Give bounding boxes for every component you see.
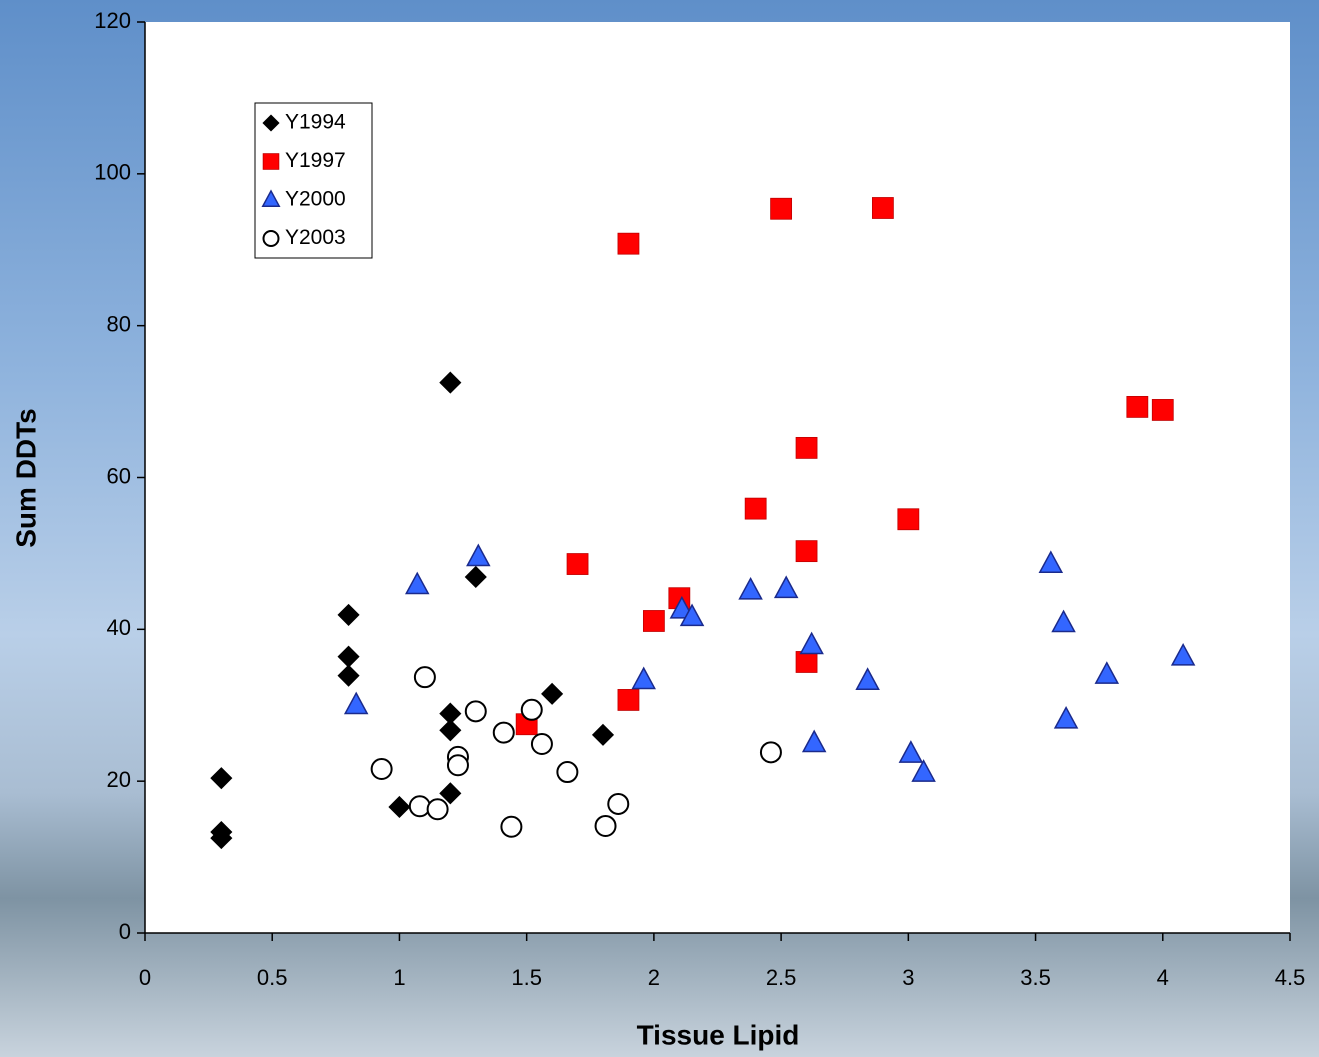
point	[337, 664, 360, 687]
point	[343, 691, 369, 715]
legend: Y1994 Y1997 Y2000 Y2003	[254, 102, 373, 259]
x-tick-label: 2.5	[766, 965, 797, 990]
series	[370, 666, 782, 838]
point	[556, 761, 579, 784]
legend-label: Y2003	[285, 226, 346, 249]
point	[799, 631, 824, 655]
point	[795, 651, 818, 673]
point	[770, 197, 793, 220]
x-tick-label: 2	[648, 965, 660, 990]
point	[210, 827, 233, 850]
point	[1151, 399, 1174, 421]
point	[337, 603, 360, 626]
point	[591, 723, 615, 746]
point	[773, 575, 799, 599]
point	[566, 553, 589, 575]
x-tick-label: 1	[393, 965, 405, 990]
x-tick-label: 0	[139, 965, 151, 990]
legend-marker	[262, 114, 280, 132]
point	[1051, 609, 1076, 633]
point	[404, 571, 430, 595]
legend-marker	[262, 230, 280, 247]
point	[408, 795, 431, 818]
legend-marker	[262, 153, 280, 170]
x-tick-label: 4.5	[1275, 965, 1306, 990]
point	[210, 767, 233, 790]
point	[631, 666, 656, 690]
point	[617, 689, 640, 711]
x-tick-label: 3.5	[1020, 965, 1051, 990]
y-tick-label: 100	[94, 160, 131, 185]
point	[738, 576, 763, 600]
point	[439, 782, 462, 805]
point	[520, 698, 543, 721]
y-tick-label: 80	[107, 311, 131, 336]
point	[642, 610, 665, 632]
x-tick-label: 4	[1157, 965, 1169, 990]
point	[795, 540, 818, 563]
series	[210, 371, 615, 850]
point	[464, 565, 487, 589]
point	[897, 508, 920, 531]
y-axis-title: Sum DDTs	[10, 408, 41, 548]
point	[1094, 661, 1120, 684]
y-tick-label: 60	[107, 463, 131, 488]
point	[679, 603, 705, 627]
point	[388, 795, 411, 819]
point	[871, 197, 894, 219]
y-tick-label: 0	[119, 919, 131, 944]
point	[1053, 705, 1079, 729]
series	[343, 543, 1196, 782]
point	[1038, 550, 1064, 574]
y-tick-label: 20	[107, 767, 131, 792]
legend-marker	[261, 189, 281, 207]
point	[855, 667, 880, 690]
point	[911, 759, 936, 782]
point	[594, 814, 617, 837]
point	[530, 732, 553, 755]
point	[617, 232, 640, 255]
legend-label: Y1994	[285, 111, 346, 134]
point	[801, 729, 827, 753]
point	[439, 371, 462, 394]
x-tick-label: 1.5	[511, 965, 542, 990]
point	[898, 740, 924, 763]
legend-label: Y1997	[285, 149, 346, 172]
x-tick-label: 3	[902, 965, 914, 990]
point	[413, 666, 436, 689]
series	[515, 197, 1174, 736]
point	[744, 497, 767, 520]
point	[464, 700, 487, 723]
x-axis-title: Tissue Lipid	[637, 1019, 800, 1050]
point	[439, 719, 462, 742]
point	[1170, 642, 1196, 666]
y-tick-label: 120	[94, 8, 131, 33]
point	[466, 543, 491, 567]
point	[446, 754, 469, 777]
y-tick-label: 40	[107, 615, 131, 640]
point	[370, 758, 393, 781]
point	[795, 436, 818, 459]
x-tick-label: 0.5	[257, 965, 288, 990]
point	[607, 792, 630, 815]
point	[492, 721, 515, 744]
point	[500, 815, 523, 838]
legend-label: Y2000	[285, 188, 346, 211]
point	[426, 798, 449, 821]
point	[541, 682, 564, 705]
point	[759, 741, 782, 764]
point	[1126, 395, 1149, 418]
